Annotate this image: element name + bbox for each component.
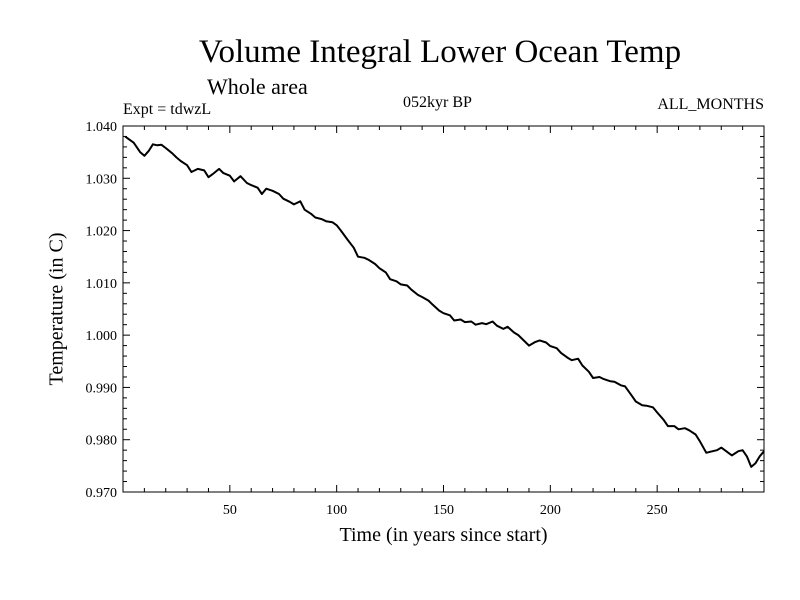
chart-title: Volume Integral Lower Ocean Temp: [198, 34, 682, 70]
period-label: 052kyr BP: [403, 94, 472, 111]
x-axis-label: Time (in years since start): [339, 524, 548, 546]
series-line: [124, 135, 765, 468]
plot-frame: [122, 125, 765, 493]
y-tick-label: 0.980: [86, 434, 118, 449]
chart-subtitle: Whole area: [207, 74, 308, 99]
y-tick-label: 0.970: [86, 486, 118, 501]
y-tick-label: 1.030: [86, 172, 118, 187]
x-tick-label: 250: [647, 503, 668, 518]
y-tick-label: 0.990: [86, 381, 118, 396]
axis-ticks: [123, 126, 764, 492]
axis-tick-labels: 50 100 150 200 250 0.970 0.980 0.990 1.000 1.010 1…: [86, 120, 668, 518]
months-label: ALL_MONTHS: [657, 96, 764, 113]
x-tick-label: 100: [326, 503, 347, 518]
y-tick-label: 1.020: [86, 225, 118, 240]
experiment-label: Expt = tdwzL: [123, 101, 212, 118]
x-tick-label: 200: [540, 503, 561, 518]
y-tick-label: 1.040: [86, 120, 118, 135]
y-tick-label: 1.000: [86, 329, 118, 344]
x-tick-label: 50: [223, 503, 237, 518]
x-tick-label: 150: [433, 503, 454, 518]
y-tick-label: 1.010: [86, 277, 118, 292]
